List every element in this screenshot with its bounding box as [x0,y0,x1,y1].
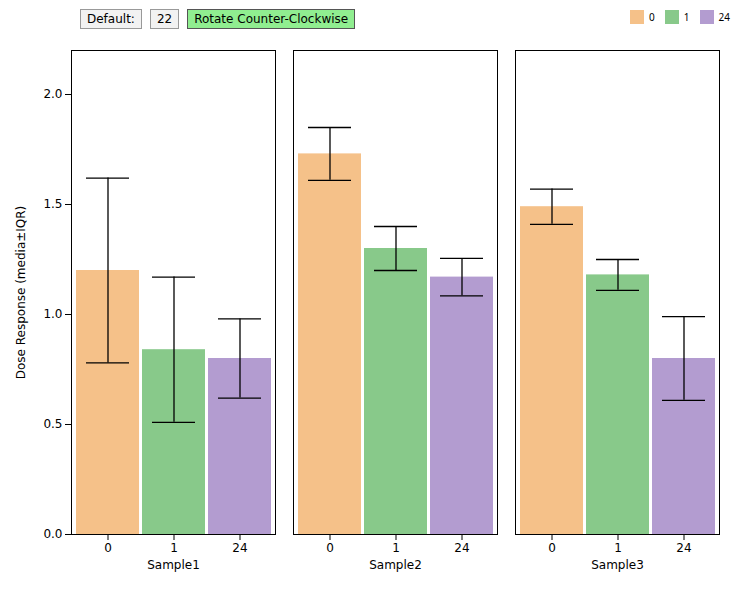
html-text:Default:: Default: [87,12,135,26]
svg-text:Sample3: Sample3 [591,558,644,572]
html-text:1: 1 [683,9,690,24]
html-text:24: 24 [718,9,730,24]
svg-text:Dose Response (media±IQR): Dose Response (media±IQR) [14,206,28,380]
svg-text:24: 24 [676,541,691,555]
svg-text:Sample1: Sample1 [147,558,200,572]
svg-text:Sample2: Sample2 [369,558,422,572]
svg-text:24: 24 [454,541,469,555]
html-text:22: 22 [156,12,173,26]
svg-text:0: 0 [104,541,112,555]
svg-text:24: 24 [232,541,247,555]
svg-text:2.0: 2.0 [43,87,62,101]
svg-text:1: 1 [170,541,178,555]
svg-text:1.0: 1.0 [43,307,62,321]
svg-text:0: 0 [326,541,334,555]
html-text:Rotate Counter-Clockwise: Rotate Counter-Clockwise [194,12,349,26]
svg-text:0.5: 0.5 [43,417,62,431]
svg-text:1.5: 1.5 [43,197,62,211]
svg-text:0.0: 0.0 [43,527,62,541]
html-text:0: 0 [649,9,655,24]
svg-text:0: 0 [548,541,556,555]
svg-text:1: 1 [392,541,400,555]
svg-text:1: 1 [614,541,622,555]
